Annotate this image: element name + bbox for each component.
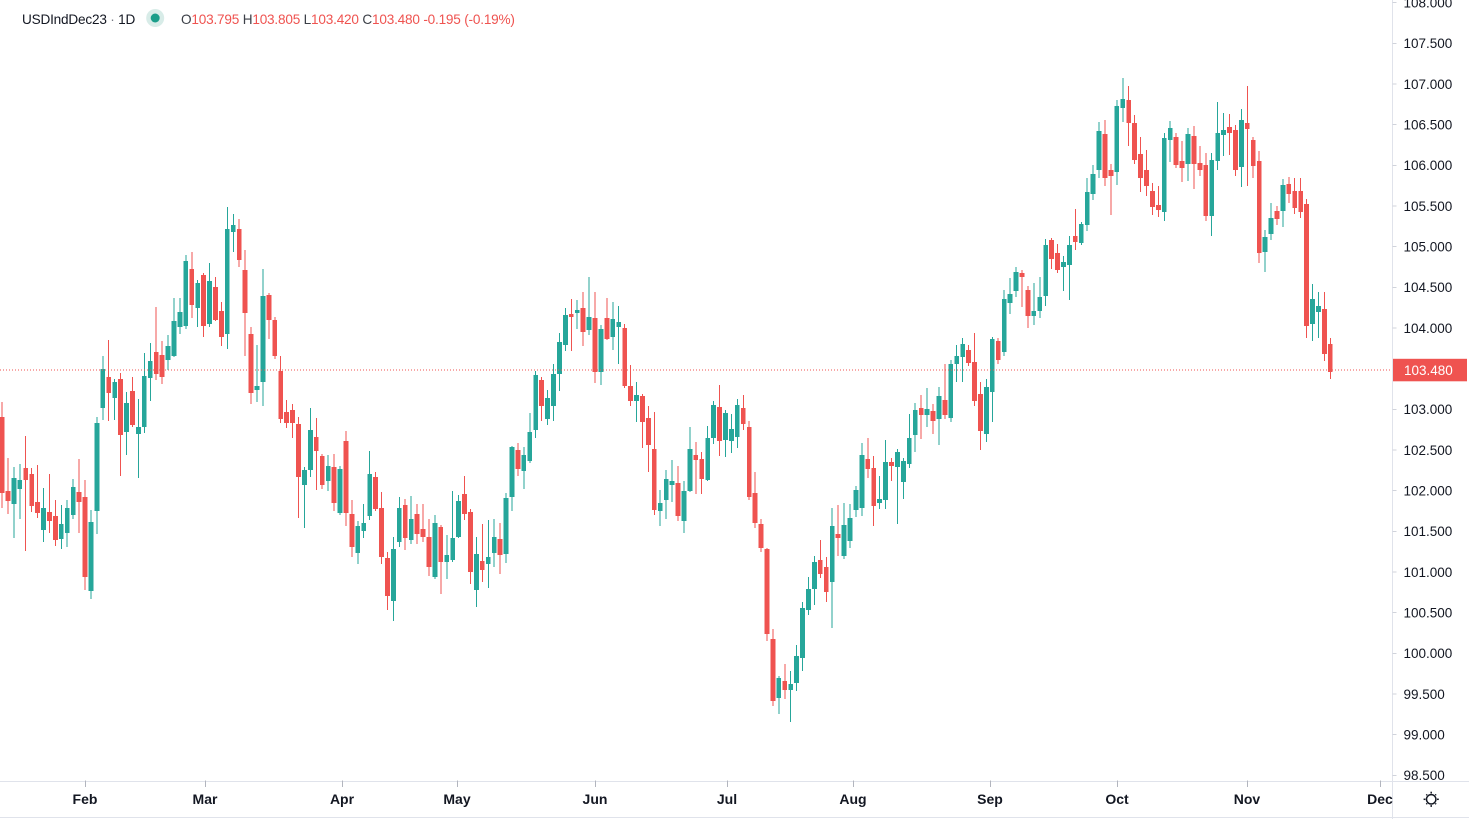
svg-text:103.480: 103.480 <box>1404 363 1453 378</box>
svg-text:99.500: 99.500 <box>1404 687 1445 702</box>
svg-text:Dec: Dec <box>1367 791 1393 807</box>
svg-text:104.500: 104.500 <box>1404 280 1453 295</box>
svg-text:O103.795 H103.805 L103.420 C10: O103.795 H103.805 L103.420 C103.480 -0.1… <box>181 12 515 27</box>
svg-text:Mar: Mar <box>193 791 218 807</box>
svg-text:106.500: 106.500 <box>1404 118 1453 133</box>
svg-text:May: May <box>443 791 470 807</box>
svg-text:103.000: 103.000 <box>1404 402 1453 417</box>
svg-text:Aug: Aug <box>839 791 866 807</box>
svg-text:Apr: Apr <box>330 791 355 807</box>
svg-text:USDIndDec23 · 1D: USDIndDec23 · 1D <box>22 12 136 27</box>
svg-text:Nov: Nov <box>1234 791 1261 807</box>
svg-text:106.000: 106.000 <box>1404 158 1453 173</box>
svg-text:108.000: 108.000 <box>1404 0 1453 11</box>
svg-text:101.000: 101.000 <box>1404 565 1453 580</box>
svg-text:Sep: Sep <box>977 791 1003 807</box>
svg-text:100.000: 100.000 <box>1404 646 1453 661</box>
svg-text:107.000: 107.000 <box>1404 77 1453 92</box>
svg-text:98.500: 98.500 <box>1404 768 1445 783</box>
svg-text:Feb: Feb <box>73 791 98 807</box>
svg-text:Oct: Oct <box>1105 791 1129 807</box>
svg-text:104.000: 104.000 <box>1404 321 1453 336</box>
svg-text:101.500: 101.500 <box>1404 524 1453 539</box>
svg-text:Jun: Jun <box>583 791 608 807</box>
svg-text:107.500: 107.500 <box>1404 36 1453 51</box>
svg-text:102.500: 102.500 <box>1404 443 1453 458</box>
svg-text:100.500: 100.500 <box>1404 606 1453 621</box>
svg-text:105.500: 105.500 <box>1404 199 1453 214</box>
svg-text:105.000: 105.000 <box>1404 240 1453 255</box>
svg-text:Jul: Jul <box>717 791 737 807</box>
svg-text:99.000: 99.000 <box>1404 728 1445 743</box>
svg-text:102.000: 102.000 <box>1404 484 1453 499</box>
